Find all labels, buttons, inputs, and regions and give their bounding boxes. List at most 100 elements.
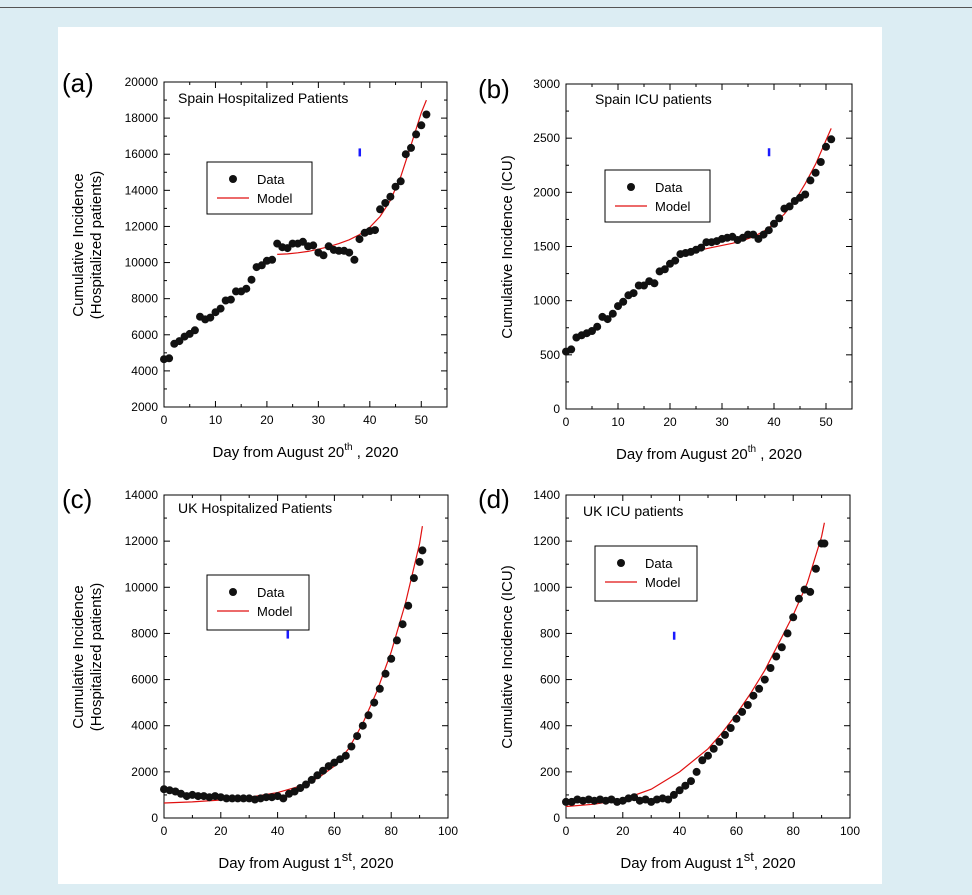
chart-d-y-tick-label: 400 xyxy=(540,719,560,733)
chart-b-data-point xyxy=(603,315,612,324)
chart-b-x-tick-label: 40 xyxy=(767,415,781,429)
chart-a-blue-marker xyxy=(358,148,362,157)
chart-c-data-point xyxy=(409,574,418,583)
chart-a-data-point xyxy=(319,251,328,260)
chart-c-data-point xyxy=(370,698,379,707)
chart-a-x-tick-label: 30 xyxy=(312,413,326,427)
chart-d-data-point xyxy=(681,781,690,790)
chart-a-legend-box xyxy=(206,161,313,215)
chart-d-data-point xyxy=(732,714,741,723)
chart-b-data-point xyxy=(608,309,617,318)
chart-c-x-tick-label: 40 xyxy=(271,824,285,838)
chart-c-data-point xyxy=(347,742,356,751)
chart-c-y-tick-label: 10000 xyxy=(125,580,159,594)
chart-d-legend-model-label: Model xyxy=(645,575,681,590)
chart-c-data-point xyxy=(302,780,310,789)
chart-d-y-tick-label: 1000 xyxy=(533,580,560,594)
chart-a-data-point xyxy=(381,199,390,207)
chart-b-data-point xyxy=(567,345,576,354)
chart-d-data-point xyxy=(715,737,724,746)
top-border-line xyxy=(0,7,972,8)
chart-a-data-point xyxy=(376,205,385,214)
chart-b-x-tick-label: 10 xyxy=(611,415,625,429)
chart-d-legend-box xyxy=(594,545,698,602)
chart-a-data-point xyxy=(298,237,307,246)
chart-d-data-point xyxy=(766,664,775,672)
chart-c-y-tick-label: 14000 xyxy=(125,488,159,502)
chart-c-legend-box xyxy=(206,574,310,631)
chart-c-plot-frame xyxy=(163,494,449,819)
chart-b-blue-marker xyxy=(767,148,771,157)
chart-d-data-point xyxy=(806,587,815,596)
chart-c-x-tick-label: 60 xyxy=(328,824,342,838)
chart-a-data-point xyxy=(355,235,364,244)
chart-d-y-tick-label: 800 xyxy=(540,626,560,640)
chart-a-data-point xyxy=(386,192,395,201)
chart-a-data-point xyxy=(396,177,405,186)
chart-c-data-point xyxy=(239,794,248,803)
chart-b-data-point xyxy=(770,219,778,228)
chart-c-panel-label: (c) xyxy=(62,484,92,514)
chart-d-data-point xyxy=(755,684,764,693)
chart-c-data-point xyxy=(418,546,427,555)
chart-c-data-point xyxy=(222,794,231,803)
chart-d-data-point xyxy=(794,594,803,603)
chart-d-x-tick-label: 80 xyxy=(787,824,801,838)
chart-d-data-point xyxy=(783,629,792,638)
chart-a-y-tick-label: 10000 xyxy=(125,256,159,270)
chart-b-data-point xyxy=(650,279,659,288)
chart-b-legend-data-marker xyxy=(627,183,635,191)
chart-a-legend-data-label: Data xyxy=(257,172,285,187)
chart-a-data-point xyxy=(371,226,379,235)
chart-d-data-point xyxy=(811,564,820,573)
chart-a-y-tick-label: 6000 xyxy=(131,328,158,342)
chart-a-y-axis-label-line: Cumulative Incidence xyxy=(70,173,87,316)
chart-c-y-tick-label: 2000 xyxy=(131,765,158,779)
chart-c-y-tick-label: 6000 xyxy=(131,673,158,687)
chart-b-data-point xyxy=(827,135,836,144)
chart-b-data-point xyxy=(811,168,820,177)
chart-d-x-tick-label: 100 xyxy=(840,824,860,838)
chart-b-data-point xyxy=(593,322,602,331)
chart-c-y-tick-label: 4000 xyxy=(131,719,158,733)
chart-a-data-point xyxy=(226,295,235,304)
chart-b-data-point xyxy=(785,202,794,211)
chart-d-legend-data-marker xyxy=(617,559,625,567)
chart-c-legend-data-label: Data xyxy=(257,585,285,600)
chart-a-title: Spain Hospitalized Patients xyxy=(178,90,348,106)
chart-a-model-line xyxy=(277,99,427,255)
chart-a-data-point xyxy=(190,326,199,335)
chart-d-data-point xyxy=(820,539,829,548)
chart-b-y-tick-label: 1000 xyxy=(533,294,560,308)
chart-a-data-point xyxy=(350,255,359,264)
chart-c-data-point xyxy=(353,732,362,741)
chart-b-y-tick-label: 500 xyxy=(540,348,560,362)
chart-d-data-point xyxy=(726,724,735,732)
chart-a-data-point xyxy=(165,354,174,363)
chart-c-data-point xyxy=(194,792,203,801)
chart-c-blue-marker xyxy=(286,630,290,639)
chart-c-data-point xyxy=(279,794,288,803)
chart-b-title: Spain ICU patients xyxy=(595,91,712,107)
chart-a-data-point xyxy=(417,121,426,130)
chart-a-x-tick-label: 40 xyxy=(363,413,377,427)
chart-c-data-point xyxy=(392,636,401,645)
chart-a-x-tick-label: 50 xyxy=(415,413,429,427)
chart-c-x-tick-label: 0 xyxy=(161,824,168,838)
chart-c-data-point xyxy=(319,766,327,775)
chart-d-data-point xyxy=(721,730,729,739)
chart-a-panel-label: (a) xyxy=(62,68,94,98)
chart-d-data-point xyxy=(669,790,678,799)
chart-d-data-point xyxy=(562,797,570,806)
chart-d-y-tick-label: 600 xyxy=(540,673,560,687)
chart-b-data-point xyxy=(697,243,706,252)
chart-a-x-axis-label: Day from August 20th , 2020 xyxy=(213,442,399,461)
chart-d-data-point xyxy=(743,701,752,709)
chart-b-x-tick-label: 0 xyxy=(563,415,570,429)
chart-d-data-point xyxy=(749,691,758,700)
chart-a-y-tick-label: 2000 xyxy=(131,400,158,414)
chart-b-data-point xyxy=(629,289,638,298)
chart-a-x-tick-label: 10 xyxy=(209,413,223,427)
chart-c-data-point xyxy=(404,601,413,610)
chart-b-y-axis-label-line: Cumulative Incidence (ICU) xyxy=(499,155,516,338)
